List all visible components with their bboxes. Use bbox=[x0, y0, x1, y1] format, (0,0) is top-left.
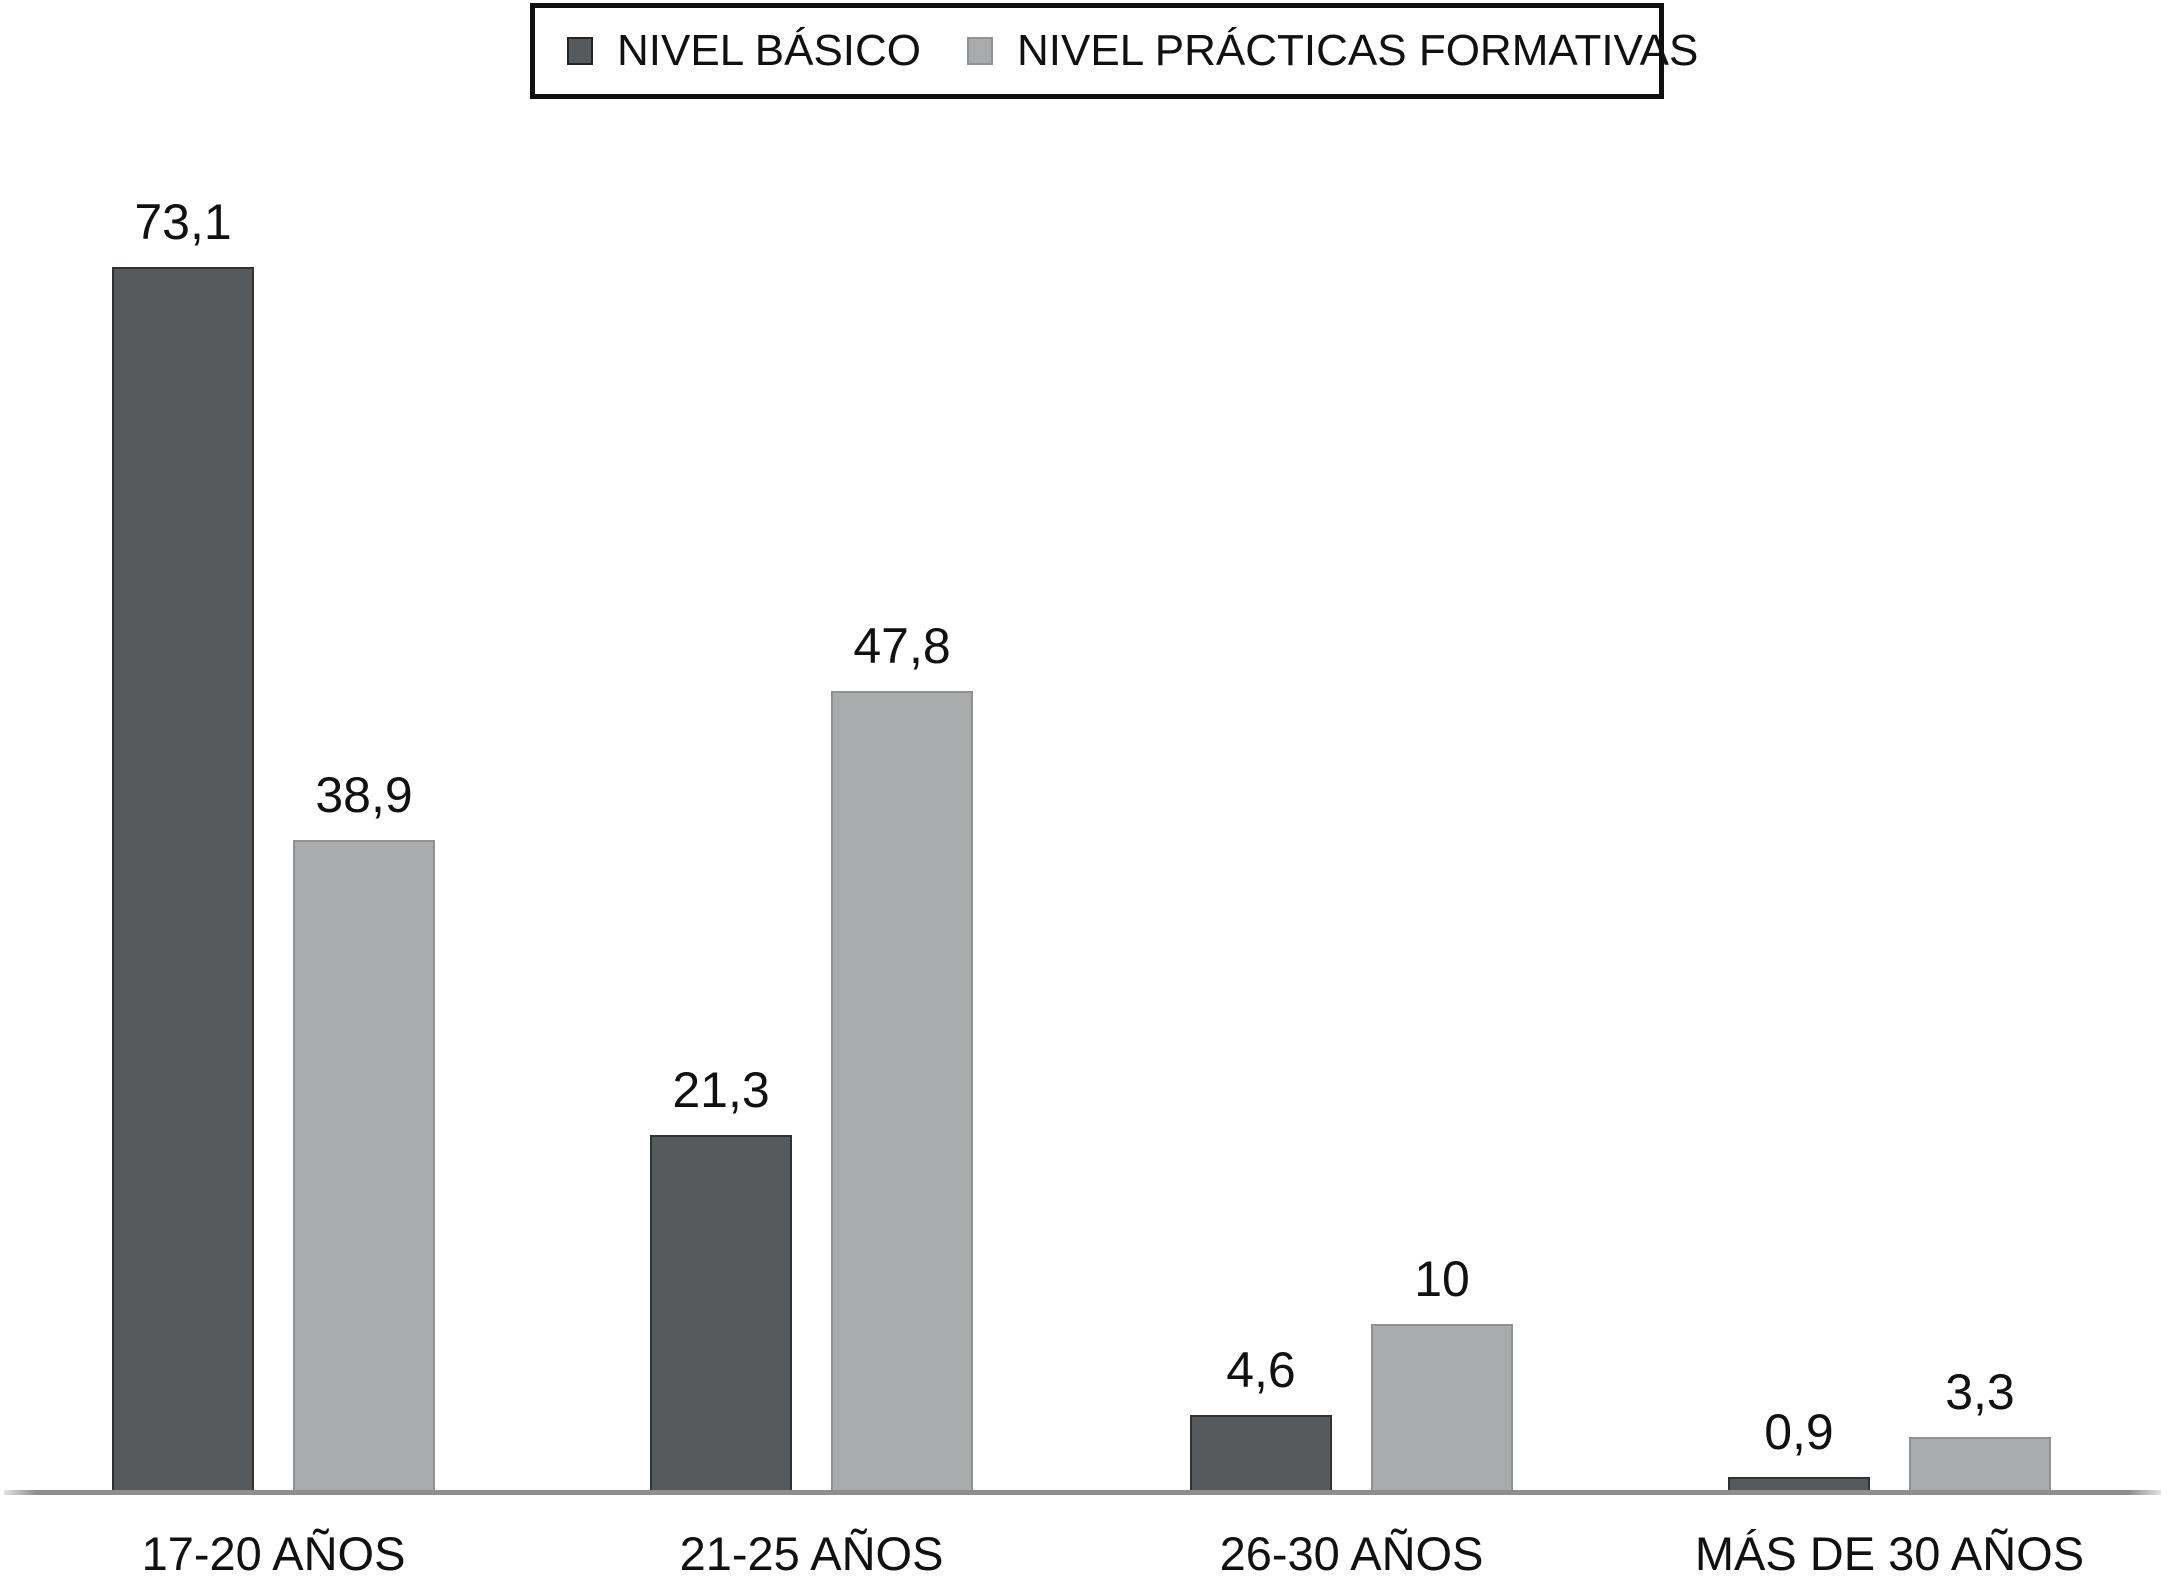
bar-value-label-nivel-basico-mas-de-30-anos: 0,9 bbox=[1764, 1404, 1834, 1460]
legend-item-nivel-basico: NIVEL BÁSICO bbox=[567, 26, 921, 76]
bar-value-label-nivel-practicas-formativas-17-20-anos: 38,9 bbox=[315, 767, 413, 823]
bar-nivel-basico-26-30-anos bbox=[1190, 1415, 1332, 1492]
legend: NIVEL BÁSICO NIVEL PRÁCTICAS FORMATIVAS bbox=[530, 3, 1698, 99]
x-axis-label-21-25-anos: 21-25 AÑOS bbox=[679, 1527, 944, 1580]
x-axis-label-mas-de-30-anos: MÁS DE 30 AÑOS bbox=[1694, 1527, 2085, 1580]
bar-value-label-nivel-basico-21-25-anos: 21,3 bbox=[672, 1062, 770, 1118]
bar-value-label-nivel-practicas-formativas-mas-de-30-anos: 3,3 bbox=[1945, 1364, 2015, 1420]
bar-nivel-practicas-formativas-21-25-anos bbox=[831, 691, 973, 1492]
bar-value-label-nivel-practicas-formativas-26-30-anos: 10 bbox=[1414, 1251, 1470, 1307]
bar-nivel-basico-21-25-anos bbox=[650, 1135, 792, 1492]
legend-swatch-dark bbox=[567, 37, 593, 65]
bar-nivel-practicas-formativas-17-20-anos bbox=[293, 840, 435, 1492]
bar-value-label-nivel-practicas-formativas-21-25-anos: 47,8 bbox=[853, 618, 951, 674]
bar-value-label-nivel-basico-17-20-anos: 73,1 bbox=[134, 194, 232, 250]
legend-label-nivel-practicas-formativas: NIVEL PRÁCTICAS FORMATIVAS bbox=[1017, 26, 1699, 75]
x-axis-label-26-30-anos: 26-30 AÑOS bbox=[1219, 1527, 1484, 1580]
bar-nivel-practicas-formativas-mas-de-30-anos bbox=[1909, 1437, 2051, 1492]
legend-swatch-light bbox=[967, 37, 994, 65]
bar-nivel-basico-17-20-anos bbox=[112, 267, 254, 1492]
bar-nivel-practicas-formativas-26-30-anos bbox=[1371, 1324, 1513, 1492]
legend-item-nivel-practicas-formativas: NIVEL PRÁCTICAS FORMATIVAS bbox=[967, 26, 1698, 76]
bar-value-label-nivel-basico-26-30-anos: 4,6 bbox=[1226, 1342, 1296, 1398]
x-axis-line bbox=[4, 1490, 2161, 1495]
legend-label-nivel-basico: NIVEL BÁSICO bbox=[617, 26, 922, 75]
x-axis-label-17-20-anos: 17-20 AÑOS bbox=[141, 1527, 406, 1580]
